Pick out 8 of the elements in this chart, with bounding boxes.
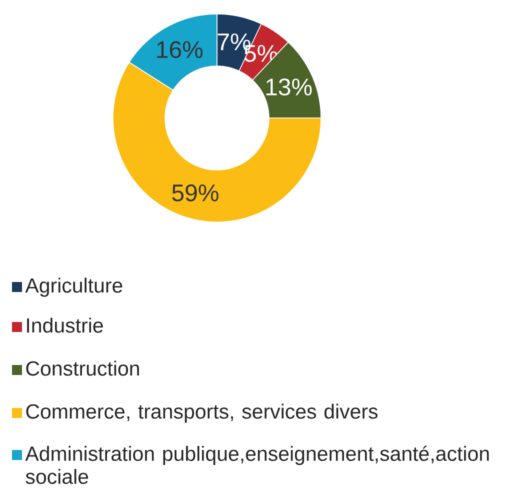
legend-label: Industrie: [27, 318, 103, 333]
data-label: 16%: [157, 41, 203, 58]
legend-label: Agriculture: [25, 278, 122, 297]
legend-label: Construction: [26, 360, 139, 376]
data-label: 13%: [266, 78, 312, 96]
legend-label: Administration publique,enseignement,santé,action sociale: [25, 446, 489, 484]
legend-label: Commerce, transports, services divers: [26, 404, 378, 423]
data-label: 59%: [172, 184, 218, 202]
